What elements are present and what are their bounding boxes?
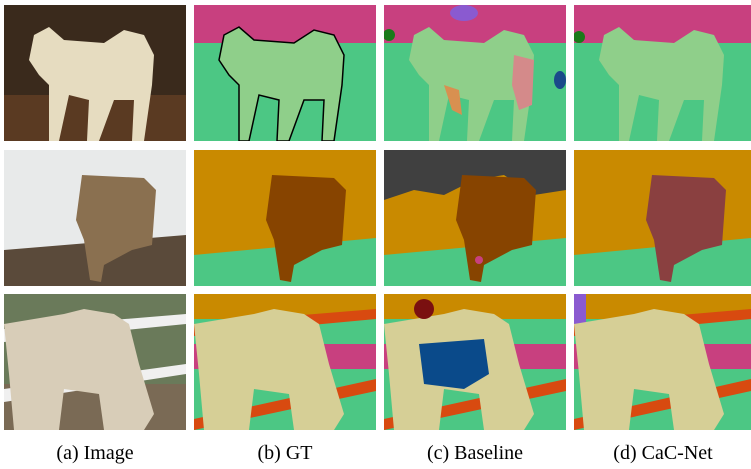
caption: (b) GT [258,442,313,464]
baseline-cell [384,150,566,286]
cac-net-cell [574,294,751,430]
baseline-cell [384,294,566,430]
baseline-cell [383,5,566,141]
gt-cell [194,150,376,286]
gt-cell [194,5,376,141]
caption: (a) Image [56,442,133,464]
cac-net-cell [573,5,751,141]
page: (a) Image (b) GT (c) Baseline (d) CaC-Ne… [0,0,751,469]
cac-net-cell [574,150,751,286]
figure: (a) Image (b) GT (c) Baseline (d) CaC-Ne… [0,0,751,469]
image-cell [4,150,186,286]
gt-cell [194,294,376,430]
image-cell [4,294,186,430]
image-cell [4,5,186,141]
caption: (d) CaC-Net [613,442,713,464]
caption: (c) Baseline [427,442,523,464]
